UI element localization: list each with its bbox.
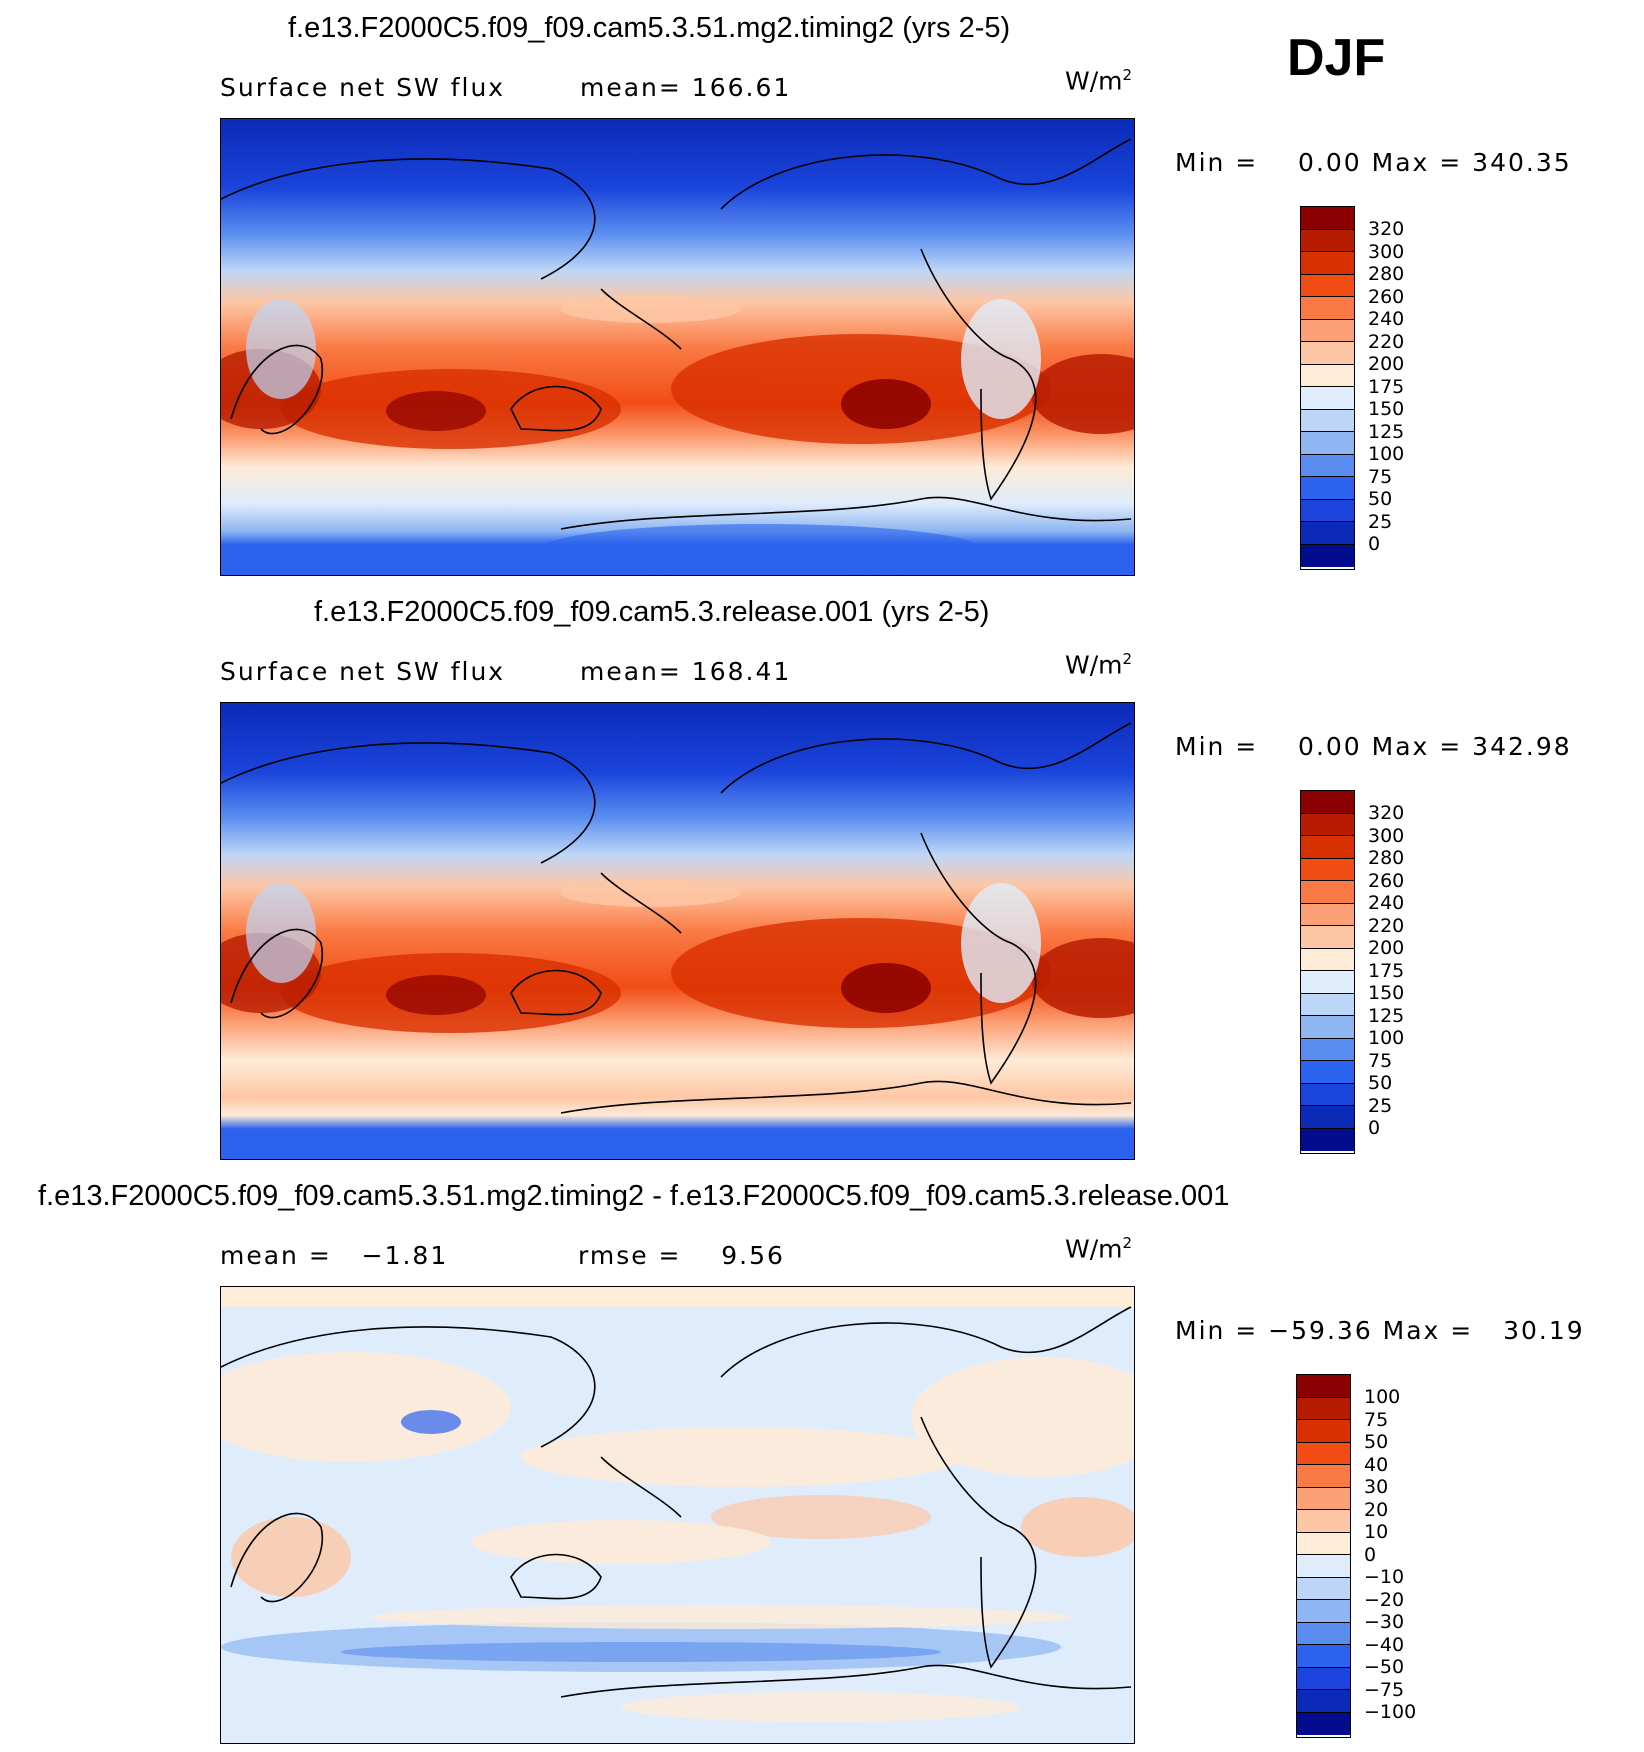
panel1-tick: 300	[1368, 241, 1405, 263]
panel1-tick: 320	[1368, 218, 1405, 240]
panel2-units: W/m2	[1065, 650, 1133, 680]
panel1-tick: 75	[1368, 466, 1393, 488]
panel2-tick: 320	[1368, 802, 1405, 824]
panel3-tick: −10	[1364, 1566, 1405, 1588]
panel1-tick: 220	[1368, 331, 1405, 353]
panel1-units: W/m2	[1065, 66, 1133, 96]
panel3-rmse-stat: rmse = 9.56	[578, 1241, 785, 1270]
panel3-mean-stat: mean = −1.81	[220, 1241, 449, 1270]
season-label: DJF	[1287, 29, 1386, 87]
panel1-tick: 0	[1368, 533, 1381, 555]
panel3-tick: −40	[1364, 1634, 1405, 1656]
panel3-min-max: Min = −59.36 Max = 30.19	[1175, 1316, 1585, 1345]
panel2-tick: 220	[1368, 915, 1405, 937]
panel1-mean-stat: mean= 166.61	[580, 73, 792, 102]
panel2-tick: 280	[1368, 847, 1405, 869]
panel3-units: W/m2	[1065, 1234, 1133, 1264]
panel2-mean-stat: mean= 168.41	[580, 657, 792, 686]
panel3-tick: 0	[1364, 1544, 1377, 1566]
panel2-tick: 200	[1368, 937, 1405, 959]
panel3-title: f.e13.F2000C5.f09_f09.cam5.3.51.mg2.timi…	[38, 1180, 1230, 1212]
panel3-tick: −30	[1364, 1611, 1405, 1633]
panel3-tick: 100	[1364, 1386, 1401, 1408]
panel3-tick: 30	[1364, 1476, 1389, 1498]
panel1-map	[220, 118, 1135, 576]
panel3-tick: 10	[1364, 1521, 1389, 1543]
panel2-min-max: Min = 0.00 Max = 342.98	[1175, 732, 1572, 761]
panel3-tick: −100	[1364, 1701, 1417, 1723]
panel2-tick: 100	[1368, 1027, 1405, 1049]
panel1-tick: 25	[1368, 511, 1393, 533]
panel3-colorbar	[1296, 1374, 1351, 1738]
panel1-tick: 100	[1368, 443, 1405, 465]
panel2-colorbar	[1300, 790, 1355, 1154]
panel1-map-field	[221, 119, 1134, 575]
panel3-tick: 20	[1364, 1499, 1389, 1521]
panel3-tick: −75	[1364, 1679, 1405, 1701]
panel2-tick: 0	[1368, 1117, 1381, 1139]
panel2-tick: 300	[1368, 825, 1405, 847]
panel3-tick: −20	[1364, 1589, 1405, 1611]
panel2-tick: 125	[1368, 1005, 1405, 1027]
panel1-title: f.e13.F2000C5.f09_f09.cam5.3.51.mg2.timi…	[288, 12, 1011, 44]
panel1-tick: 260	[1368, 286, 1405, 308]
panel1-min-max: Min = 0.00 Max = 340.35	[1175, 148, 1572, 177]
panel1-tick: 150	[1368, 398, 1405, 420]
panel2-tick: 260	[1368, 870, 1405, 892]
panel1-tick: 50	[1368, 488, 1393, 510]
panel2-tick: 75	[1368, 1050, 1393, 1072]
panel3-map-field	[221, 1287, 1134, 1743]
panel2-tick: 25	[1368, 1095, 1393, 1117]
panel2-variable-label: Surface net SW flux	[220, 657, 506, 686]
panel2-tick: 150	[1368, 982, 1405, 1004]
panel3-map	[220, 1286, 1135, 1744]
panel1-tick: 280	[1368, 263, 1405, 285]
panel2-map	[220, 702, 1135, 1160]
panel1-tick: 240	[1368, 308, 1405, 330]
panel2-title: f.e13.F2000C5.f09_f09.cam5.3.release.001…	[314, 596, 990, 628]
panel2-map-field	[221, 703, 1134, 1159]
panel3-tick: 50	[1364, 1431, 1389, 1453]
panel2-tick: 50	[1368, 1072, 1393, 1094]
panel1-tick: 125	[1368, 421, 1405, 443]
panel1-variable-label: Surface net SW flux	[220, 73, 506, 102]
panel2-tick: 175	[1368, 960, 1405, 982]
panel3-tick: 40	[1364, 1454, 1389, 1476]
panel1-colorbar	[1300, 206, 1355, 570]
panel1-tick: 175	[1368, 376, 1405, 398]
panel3-tick: 75	[1364, 1409, 1389, 1431]
panel1-tick: 200	[1368, 353, 1405, 375]
panel3-tick: −50	[1364, 1656, 1405, 1678]
panel2-tick: 240	[1368, 892, 1405, 914]
